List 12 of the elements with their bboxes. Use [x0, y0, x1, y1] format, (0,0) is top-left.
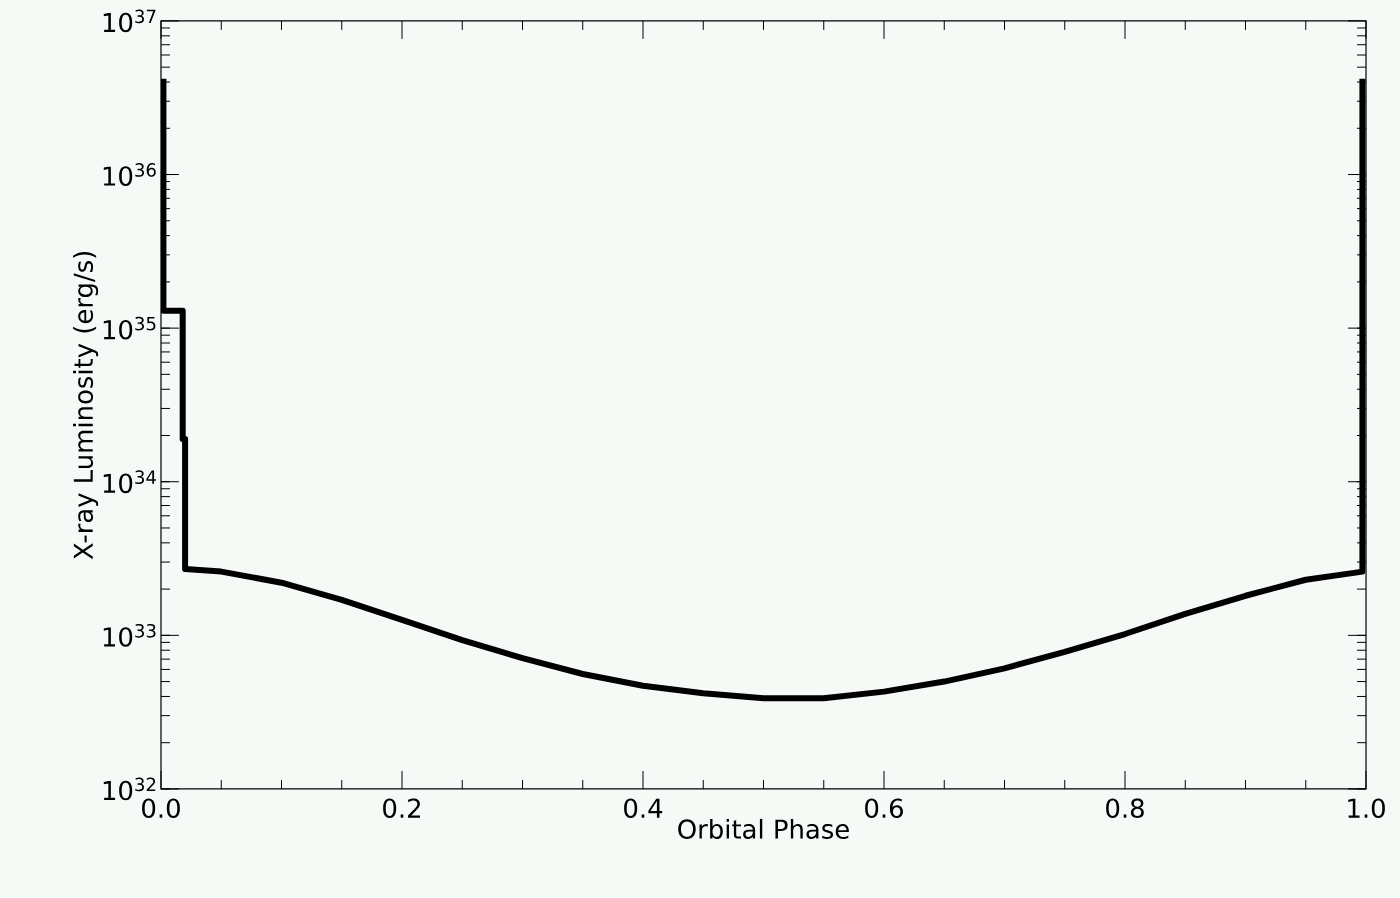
y-tick-label: 10$^{36}$ [103, 163, 156, 186]
x-tick-label: 0.6 [865, 798, 903, 819]
y-tick-label: 10$^{34}$ [103, 470, 156, 494]
y-tick-label: 10$^{33}$ [103, 623, 156, 647]
y-tick-label: 10$^{37}$ [103, 9, 156, 33]
y-axis-title: X-ray Luminosity (erg/s) [73, 251, 99, 560]
x-tick-label: 0.8 [1106, 798, 1144, 819]
y-tick-label: 10$^{35}$ [103, 316, 156, 340]
x-tick-label: 0.2 [383, 798, 421, 819]
x-tick-label: 1.0 [1348, 798, 1385, 819]
x-tick-label: 0.4 [624, 798, 663, 819]
x-axis-title: Orbital Phase [678, 818, 849, 839]
